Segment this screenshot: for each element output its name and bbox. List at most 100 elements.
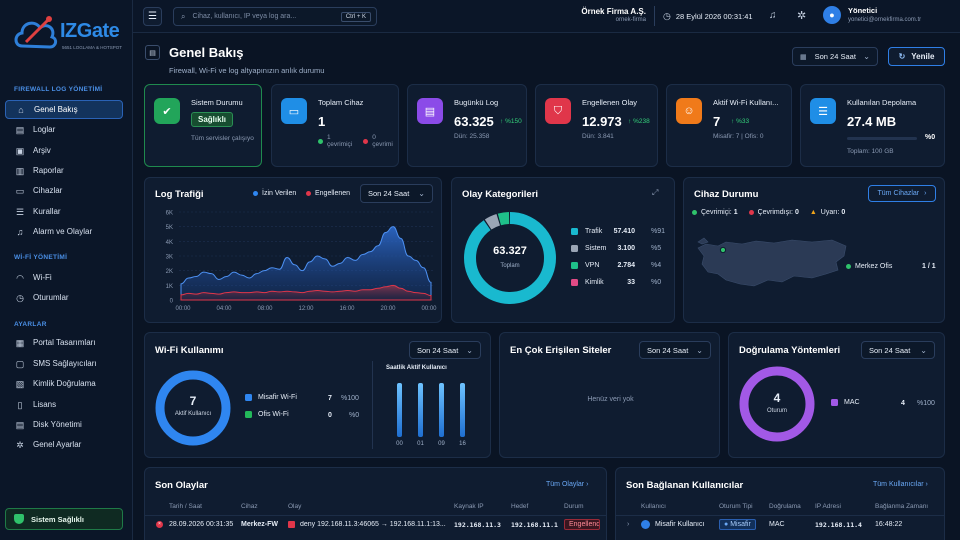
sidebar-item-logs[interactable]: ▤ Loglar xyxy=(5,120,123,139)
category-legend-item[interactable]: Kimlik 33 %0 xyxy=(571,277,666,289)
brand-logo[interactable]: IZGate 5651 LOGLAMA & HOTSPOT xyxy=(12,12,124,58)
monitor-icon: ▭ xyxy=(281,98,307,124)
user-name: Yönetici xyxy=(848,6,878,15)
sidebar-item-wifi[interactable]: ◠ Wi-Fi xyxy=(5,268,123,287)
range-select-value: Son 24 Saat xyxy=(814,52,856,61)
all-users-link[interactable]: Tüm Kullanıcılar › xyxy=(873,481,928,488)
stat-card-devices[interactable]: ▭ Toplam Cihaz 1 1 çevrimiçi 0 çevrimi xyxy=(271,84,399,167)
legend-swatch xyxy=(571,245,578,252)
offline-dot xyxy=(363,138,369,144)
notifications-bell-icon[interactable]: ♫ xyxy=(769,10,777,21)
sidebar-item-archive[interactable]: ▣ Arşiv xyxy=(5,141,123,160)
wifi-range-select[interactable]: Son 24 Saat ⌄ xyxy=(409,341,481,359)
layout-icon: ▦ xyxy=(15,337,25,348)
sidebar-item-label: Portal Tasarımları xyxy=(33,338,96,347)
message-icon: ▢ xyxy=(15,358,25,369)
sidebar-item-label: Kurallar xyxy=(33,207,61,216)
sidebar-item-reports[interactable]: ▥ Raporlar xyxy=(5,161,123,180)
sidebar-item-label: Genel Ayarlar xyxy=(33,440,82,449)
sidebar-item-alarms[interactable]: ♫ Alarm ve Olaylar xyxy=(5,222,123,241)
company-name: Örnek Firma A.Ş. xyxy=(581,7,646,16)
license-icon: ▯ xyxy=(17,399,23,410)
sidebar-item-label: Alarm ve Olaylar xyxy=(33,227,93,236)
sidebar-item-disk[interactable]: ▤ Disk Yönetimi xyxy=(5,415,123,434)
range-value: Son 24 Saat xyxy=(417,345,459,355)
sidebar-item-auth[interactable]: ▧ Kimlik Doğrulama xyxy=(5,374,123,393)
all-events-link[interactable]: Tüm Olaylar › xyxy=(546,481,589,488)
home-icon: ⌂ xyxy=(18,104,24,115)
hourly-label: 00 xyxy=(396,441,403,447)
hourly-bar[interactable] xyxy=(397,383,402,437)
stat-card-system-status[interactable]: ✔ Sistem Durumu Sağlıklı Tüm servisler ç… xyxy=(144,84,262,167)
log-traffic-range-select[interactable]: Son 24 Saat ⌄ xyxy=(360,184,433,203)
stat-card-storage[interactable]: ☰ Kullanılan Depolama 27.4 MB %0 Toplam:… xyxy=(800,84,945,167)
document-search-icon: ▤ xyxy=(417,98,443,124)
chevron-down-icon: ⌄ xyxy=(466,345,473,355)
stat-value: 12.973 xyxy=(582,114,622,129)
legend-allowed: İzin Verilen xyxy=(253,190,296,197)
table-row[interactable]: › Misafir Kullanıcı ● Misafir MAC 192.16… xyxy=(616,518,944,534)
auth-range-select[interactable]: Son 24 Saat ⌄ xyxy=(861,341,935,359)
offline-count: 0 xyxy=(794,209,799,216)
monitor-icon: ▭ xyxy=(15,185,25,196)
clock-icon: ◷ xyxy=(16,292,24,303)
online-label: Çevrimiçi: xyxy=(701,209,732,216)
warning-icon: ▲ xyxy=(809,209,817,216)
hourly-bar[interactable] xyxy=(439,383,444,437)
top-sites-range-select[interactable]: Son 24 Saat ⌄ xyxy=(639,341,711,359)
turkey-map xyxy=(697,237,847,287)
settings-gear-icon[interactable]: ✲ xyxy=(797,10,807,22)
col-header: Hedef xyxy=(511,503,529,510)
sidebar-item-sessions[interactable]: ◷ Oturumlar xyxy=(5,288,123,307)
stat-card-logs[interactable]: ▤ Bugünkü Log 63.325 ↑ %150 Dün: 25.358 xyxy=(407,84,527,167)
donut-slice-trafik[interactable] xyxy=(464,212,556,304)
shield-check-icon xyxy=(14,514,24,524)
search-box[interactable]: ⌕ Cihaz, kullanıcı, IP veya log ara... C… xyxy=(173,7,377,26)
sidebar-item-rules[interactable]: ☰ Kurallar xyxy=(5,202,123,221)
stat-sub: Dün: 3.841 xyxy=(582,133,614,140)
delta-value: %33 xyxy=(736,118,750,125)
hourly-bar[interactable] xyxy=(460,383,465,437)
location-count: 1 / 1 xyxy=(922,263,936,270)
expand-icon[interactable]: ⤢ xyxy=(652,188,659,197)
chevron-right-icon: › xyxy=(627,521,630,528)
sidebar-item-portal[interactable]: ▦ Portal Tasarımları xyxy=(5,333,123,352)
sidebar-item-overview[interactable]: ⌂ Genel Bakış xyxy=(5,100,123,119)
category-legend-item[interactable]: Trafik 57.410 %91 xyxy=(571,226,666,238)
sidebar-item-devices[interactable]: ▭ Cihazlar xyxy=(5,181,123,200)
all-devices-button[interactable]: Tüm Cihazlar › xyxy=(868,185,936,202)
range-select[interactable]: ▦ Son 24 Saat ⌄ xyxy=(792,47,878,66)
category-legend-item[interactable]: Sistem 3.100 %5 xyxy=(571,243,666,255)
shield-block-icon: ⛉ xyxy=(545,98,571,124)
refresh-icon: ↻ xyxy=(898,52,906,61)
company-switcher[interactable]: Örnek Firma A.Ş. ornek-firma xyxy=(566,7,646,23)
chevron-right-icon: › xyxy=(924,190,927,197)
search-input[interactable]: Cihaz, kullanıcı, IP veya log ara... xyxy=(192,13,297,20)
menu-toggle-button[interactable]: ☰ xyxy=(143,7,162,26)
wifi-office-pct: %0 xyxy=(349,412,360,419)
stat-card-blocked[interactable]: ⛉ Engellenen Olay 12.973 ↑ %238 Dün: 3.8… xyxy=(535,84,658,167)
stat-card-wifi-users[interactable]: ☺ Aktif Wi-Fi Kullanı... 7 ↑ %33 Misafir… xyxy=(666,84,792,167)
link-label: Tüm Olaylar xyxy=(546,481,585,488)
device-location-marker[interactable] xyxy=(719,246,727,254)
auth-mac-value: 4 xyxy=(901,400,905,407)
hourly-bar[interactable] xyxy=(418,383,423,437)
sidebar-item-license[interactable]: ▯ Lisans xyxy=(5,395,123,414)
system-health-badge[interactable]: Sistem Sağlıklı xyxy=(5,508,123,530)
table-row[interactable]: × 28.09.2026 00:31:35 Merkez-FW deny 192… xyxy=(145,518,606,534)
wifi-guest-pct: %100 xyxy=(341,395,359,402)
x-axis: 00:00 04:00 08:00 12:00 16:00 20:00 00:00 xyxy=(175,306,437,312)
user-menu[interactable]: Yönetici yonetici@ornekfirma.com.tr xyxy=(848,6,921,23)
col-header: IP Adresi xyxy=(815,503,841,510)
deny-icon xyxy=(288,521,295,528)
section-settings: AYARLAR xyxy=(14,321,47,328)
sidebar-item-general-settings[interactable]: ✲ Genel Ayarlar xyxy=(5,435,123,454)
refresh-button[interactable]: ↻ Yenile xyxy=(888,47,945,66)
avatar[interactable]: ● xyxy=(823,6,841,24)
sidebar-item-sms[interactable]: ▢ SMS Sağlayıcıları xyxy=(5,354,123,373)
datetime: 28 Eylül 2026 00:31:41 xyxy=(675,12,753,21)
user-email: yonetici@ornekfirma.com.tr xyxy=(848,17,922,23)
x-tick-label: 00:00 xyxy=(421,306,437,312)
user-avatar-icon xyxy=(641,520,650,529)
category-legend-item[interactable]: VPN 2.784 %4 xyxy=(571,260,666,272)
